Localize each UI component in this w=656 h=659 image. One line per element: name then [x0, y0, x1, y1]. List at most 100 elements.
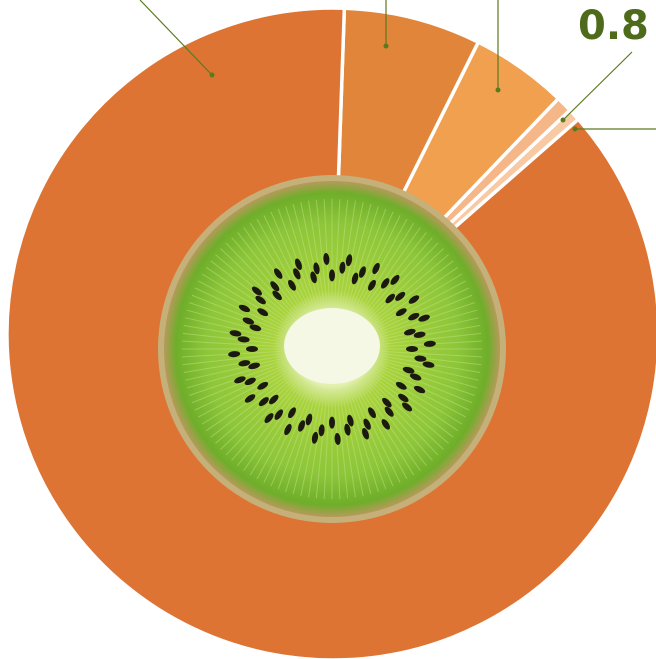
kiwi-seed — [402, 402, 413, 412]
leaders — [139, 0, 656, 132]
kiwi-ray — [347, 208, 387, 312]
kiwi-seed — [311, 431, 319, 444]
kiwi-seed — [318, 424, 325, 437]
kiwi-seed — [270, 281, 280, 292]
kiwi-ray — [338, 200, 356, 310]
kiwi-seed — [414, 355, 427, 362]
kiwi-seed — [372, 262, 380, 275]
leader-dot — [209, 72, 215, 78]
kiwi-seed — [298, 420, 306, 432]
kiwi-seed — [237, 336, 250, 343]
leader-dot — [572, 126, 578, 132]
kiwi-seed — [310, 271, 317, 284]
kiwi-ray — [231, 237, 303, 320]
kiwi-seed — [409, 373, 422, 381]
kiwi-ray — [182, 352, 288, 366]
kiwi-ray — [285, 386, 319, 492]
kiwi-ray — [343, 203, 372, 311]
kiwi-ray — [323, 388, 331, 499]
kiwi-ray — [198, 366, 293, 418]
kiwi-ray — [182, 332, 288, 346]
kiwi-seed — [238, 360, 251, 367]
kiwi-ray — [201, 273, 294, 330]
kiwi-ray — [375, 317, 479, 342]
kiwi-ray — [376, 332, 482, 346]
leader-dot — [560, 117, 566, 123]
kiwi-ray — [237, 232, 305, 319]
kiwi-ray — [191, 362, 291, 404]
kiwi-ray — [336, 199, 349, 310]
kiwi-ray — [215, 373, 298, 444]
kiwi-ray — [359, 379, 427, 466]
kiwi-ray — [368, 260, 454, 326]
kiwi-seed — [238, 304, 251, 313]
kiwi-seed — [339, 261, 346, 274]
kiwi-seed — [395, 291, 406, 301]
kiwi-ray — [201, 368, 294, 425]
kiwi-ray — [376, 352, 482, 366]
kiwi-ray — [183, 354, 288, 373]
kiwi-ray — [186, 309, 289, 340]
kiwi-seed — [248, 362, 260, 370]
data-label: 0.8 — [578, 3, 649, 49]
kiwi-ray — [366, 254, 449, 325]
kiwi-seed — [228, 351, 241, 358]
kiwi-ray — [263, 215, 313, 314]
kiwi-seed — [408, 312, 420, 321]
kiwi-seed — [395, 308, 407, 317]
kiwi-seed — [305, 413, 313, 426]
kiwi-ray — [345, 206, 379, 312]
leader-line — [139, 0, 213, 76]
kiwi-ray — [356, 222, 415, 316]
kiwi-ray — [370, 273, 463, 330]
leader-dot — [495, 87, 501, 93]
kiwi-seed — [257, 381, 269, 390]
kiwi-ray — [373, 294, 473, 336]
kiwi-ray — [315, 199, 328, 310]
kiwi-seed — [423, 340, 436, 347]
kiwi-ray — [315, 388, 328, 499]
kiwi-seed — [358, 266, 366, 278]
kiwi-ray — [340, 388, 364, 496]
kiwi-image — [158, 175, 506, 523]
kiwi-ray — [375, 356, 479, 381]
kiwi-seed — [255, 295, 266, 305]
kiwi-seed — [345, 254, 353, 267]
kiwi-seed — [402, 366, 415, 374]
kiwi-ray — [225, 242, 301, 322]
kiwi-ray — [277, 386, 317, 490]
kiwi-ray — [356, 382, 415, 476]
kiwi-seed — [351, 272, 359, 285]
kiwi-ray — [300, 202, 324, 310]
kiwi-ray — [285, 206, 319, 312]
kiwi-seed — [323, 253, 330, 265]
kiwi-ray — [191, 294, 291, 336]
kiwi-seed — [288, 279, 296, 291]
kiwi-seed — [381, 419, 391, 430]
kiwi-seed — [404, 328, 416, 336]
kiwi-ray — [249, 382, 308, 476]
kiwi-seed — [362, 427, 370, 440]
kiwi-ray — [182, 340, 288, 348]
kiwi-ray — [370, 368, 463, 425]
kiwi-seed — [246, 346, 258, 352]
kiwi-ray — [256, 383, 310, 480]
kiwi-ray — [220, 375, 299, 450]
leader-dot — [383, 43, 389, 49]
kiwi-ray — [256, 218, 310, 315]
kiwi-seed — [408, 295, 420, 304]
kiwi-seed — [368, 279, 376, 291]
kiwi-ray — [376, 350, 482, 358]
kiwi-ray — [345, 386, 379, 492]
kiwi-ray — [369, 370, 459, 432]
kiwi-ray — [358, 227, 421, 317]
kiwi-ray — [308, 200, 326, 310]
kiwi-seed — [380, 278, 390, 289]
kiwi-seed — [272, 290, 282, 301]
kiwi-ray — [375, 309, 478, 340]
kiwi-ray — [225, 376, 301, 456]
kiwi-seed — [413, 385, 426, 394]
kiwi-ray — [373, 362, 473, 404]
